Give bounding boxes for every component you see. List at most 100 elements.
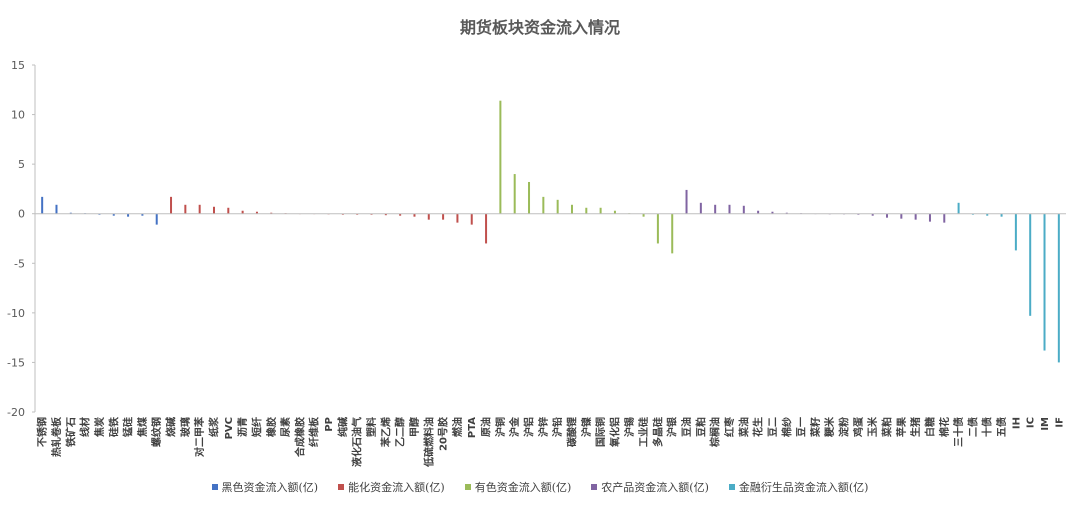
legend-item: 能化资金流入额(亿) bbox=[338, 479, 445, 495]
x-tick-label: 甲醇 bbox=[408, 417, 421, 437]
bar bbox=[757, 210, 760, 214]
x-tick-label: 白糖 bbox=[923, 417, 936, 437]
bar bbox=[928, 213, 931, 222]
x-tick-label: IM bbox=[1040, 417, 1051, 431]
x-tick-label: 玻璃 bbox=[179, 417, 192, 437]
x-tick-label: 沪锌 bbox=[537, 417, 550, 437]
bar bbox=[198, 204, 201, 214]
bar bbox=[771, 211, 774, 214]
x-tick-label: 豆二 bbox=[767, 417, 779, 437]
x-tick-label: PP bbox=[324, 417, 335, 432]
bar bbox=[986, 213, 989, 216]
x-tick-label: 不锈钢 bbox=[36, 417, 49, 447]
bar bbox=[699, 202, 702, 214]
x-tick-label: 氧化铝 bbox=[608, 417, 621, 448]
legend-item: 黑色资金流入额(亿) bbox=[211, 479, 319, 495]
x-tick-label: 沪锡 bbox=[623, 417, 636, 437]
bar bbox=[957, 202, 960, 214]
x-tick-label: 菜油 bbox=[737, 417, 750, 438]
x-tick-label: 沪银 bbox=[666, 416, 679, 437]
bar bbox=[127, 213, 130, 217]
x-tick-label: 棕榈油 bbox=[709, 417, 722, 448]
x-tick-label: 纤维板 bbox=[308, 416, 321, 447]
y-tick-label: 10 bbox=[11, 109, 25, 122]
x-tick-label: 三十债 bbox=[952, 417, 965, 447]
legend-label: 黑色资金流入额(亿) bbox=[221, 481, 319, 494]
bar bbox=[642, 213, 645, 217]
bar bbox=[442, 213, 445, 220]
bar bbox=[613, 210, 616, 214]
x-tick-label: 沪金 bbox=[508, 416, 521, 437]
x-tick-label: 沪镍 bbox=[580, 417, 593, 437]
x-tick-label: 菜籽 bbox=[809, 417, 822, 438]
bar bbox=[55, 204, 58, 214]
bar bbox=[656, 213, 659, 244]
x-tick-label: 铁矿石 bbox=[64, 417, 77, 447]
bar bbox=[1014, 213, 1017, 251]
bar bbox=[714, 204, 717, 214]
bar bbox=[399, 213, 402, 216]
x-tick-label: 锰硅 bbox=[122, 417, 135, 437]
legend: 黑色资金流入额(亿) 能化资金流入额(亿) 有色资金流入额(亿) 农产品资金流入额(亿… bbox=[0, 479, 1080, 495]
legend-item: 金融衍生品资金流入额(亿) bbox=[728, 479, 869, 495]
y-tick-label: -20 bbox=[7, 406, 25, 419]
x-tick-label: IF bbox=[1054, 417, 1065, 428]
bar bbox=[141, 213, 144, 216]
bar bbox=[685, 189, 688, 214]
bar bbox=[556, 199, 559, 214]
x-tick-label: 低硫燃料油 bbox=[422, 417, 435, 468]
x-tick-label: 国际铜 bbox=[594, 417, 607, 447]
x-tick-label: 硅铁 bbox=[107, 417, 120, 437]
x-tick-label: 塑料 bbox=[365, 417, 378, 437]
x-tick-label: 液化石油气 bbox=[351, 417, 364, 467]
x-tick-label: 烧碱 bbox=[165, 417, 178, 437]
bar bbox=[871, 213, 874, 216]
legend-label: 有色资金流入额(亿) bbox=[474, 481, 572, 494]
bar bbox=[255, 211, 258, 214]
bar bbox=[528, 181, 531, 214]
bar bbox=[384, 213, 387, 216]
x-tick-label: 热轧卷板 bbox=[50, 416, 63, 457]
x-tick-label: 20号胶 bbox=[437, 417, 450, 451]
x-tick-label: 鸡蛋 bbox=[852, 417, 865, 438]
bar bbox=[170, 196, 173, 214]
x-tick-label: 豆一 bbox=[796, 417, 808, 437]
x-tick-label: 螺纹钢 bbox=[150, 417, 163, 447]
x-tick-label: IC bbox=[1026, 417, 1037, 428]
x-tick-label: 短纤 bbox=[250, 417, 263, 437]
x-tick-label: 豆油 bbox=[680, 417, 693, 437]
bar bbox=[499, 100, 502, 214]
legend-swatch bbox=[338, 484, 345, 490]
x-tick-label: 燃油 bbox=[451, 417, 464, 437]
x-tick-label: 棉纱 bbox=[780, 417, 793, 437]
x-tick-label: 棉花 bbox=[938, 417, 951, 437]
x-tick-label: 二债 bbox=[966, 417, 979, 437]
x-tick-label: 菜粕 bbox=[881, 417, 894, 438]
bar bbox=[1043, 213, 1046, 351]
bar bbox=[513, 174, 516, 214]
legend-label: 金融衍生品资金流入额(亿) bbox=[738, 481, 869, 494]
x-tick-label: 红枣 bbox=[723, 416, 736, 437]
x-tick-label: 焦煤 bbox=[136, 417, 149, 438]
y-tick-label: -10 bbox=[7, 307, 25, 320]
x-tick-label: 原油 bbox=[480, 417, 493, 437]
bar bbox=[184, 204, 187, 214]
legend-item: 有色资金流入额(亿) bbox=[464, 479, 572, 495]
x-tick-label: 玉米 bbox=[866, 416, 879, 437]
x-tick-label: PVC bbox=[224, 417, 235, 439]
bar bbox=[542, 196, 545, 214]
legend-item: 农产品资金流入额(亿) bbox=[591, 479, 709, 495]
legend-swatch bbox=[591, 484, 598, 490]
x-tick-label: 橡胶 bbox=[265, 417, 278, 437]
y-tick-label: 0 bbox=[18, 208, 25, 221]
x-tick-label: 多晶硅 bbox=[651, 417, 664, 447]
bar bbox=[585, 207, 588, 214]
bar bbox=[1057, 213, 1060, 363]
x-tick-label: 乙二醇 bbox=[394, 417, 407, 447]
bar bbox=[742, 205, 745, 214]
x-tick-label: PTA bbox=[467, 417, 478, 438]
x-tick-label: 尿素 bbox=[279, 417, 292, 437]
bar bbox=[570, 204, 573, 214]
bar bbox=[212, 206, 215, 214]
legend-label: 能化资金流入额(亿) bbox=[348, 481, 445, 494]
